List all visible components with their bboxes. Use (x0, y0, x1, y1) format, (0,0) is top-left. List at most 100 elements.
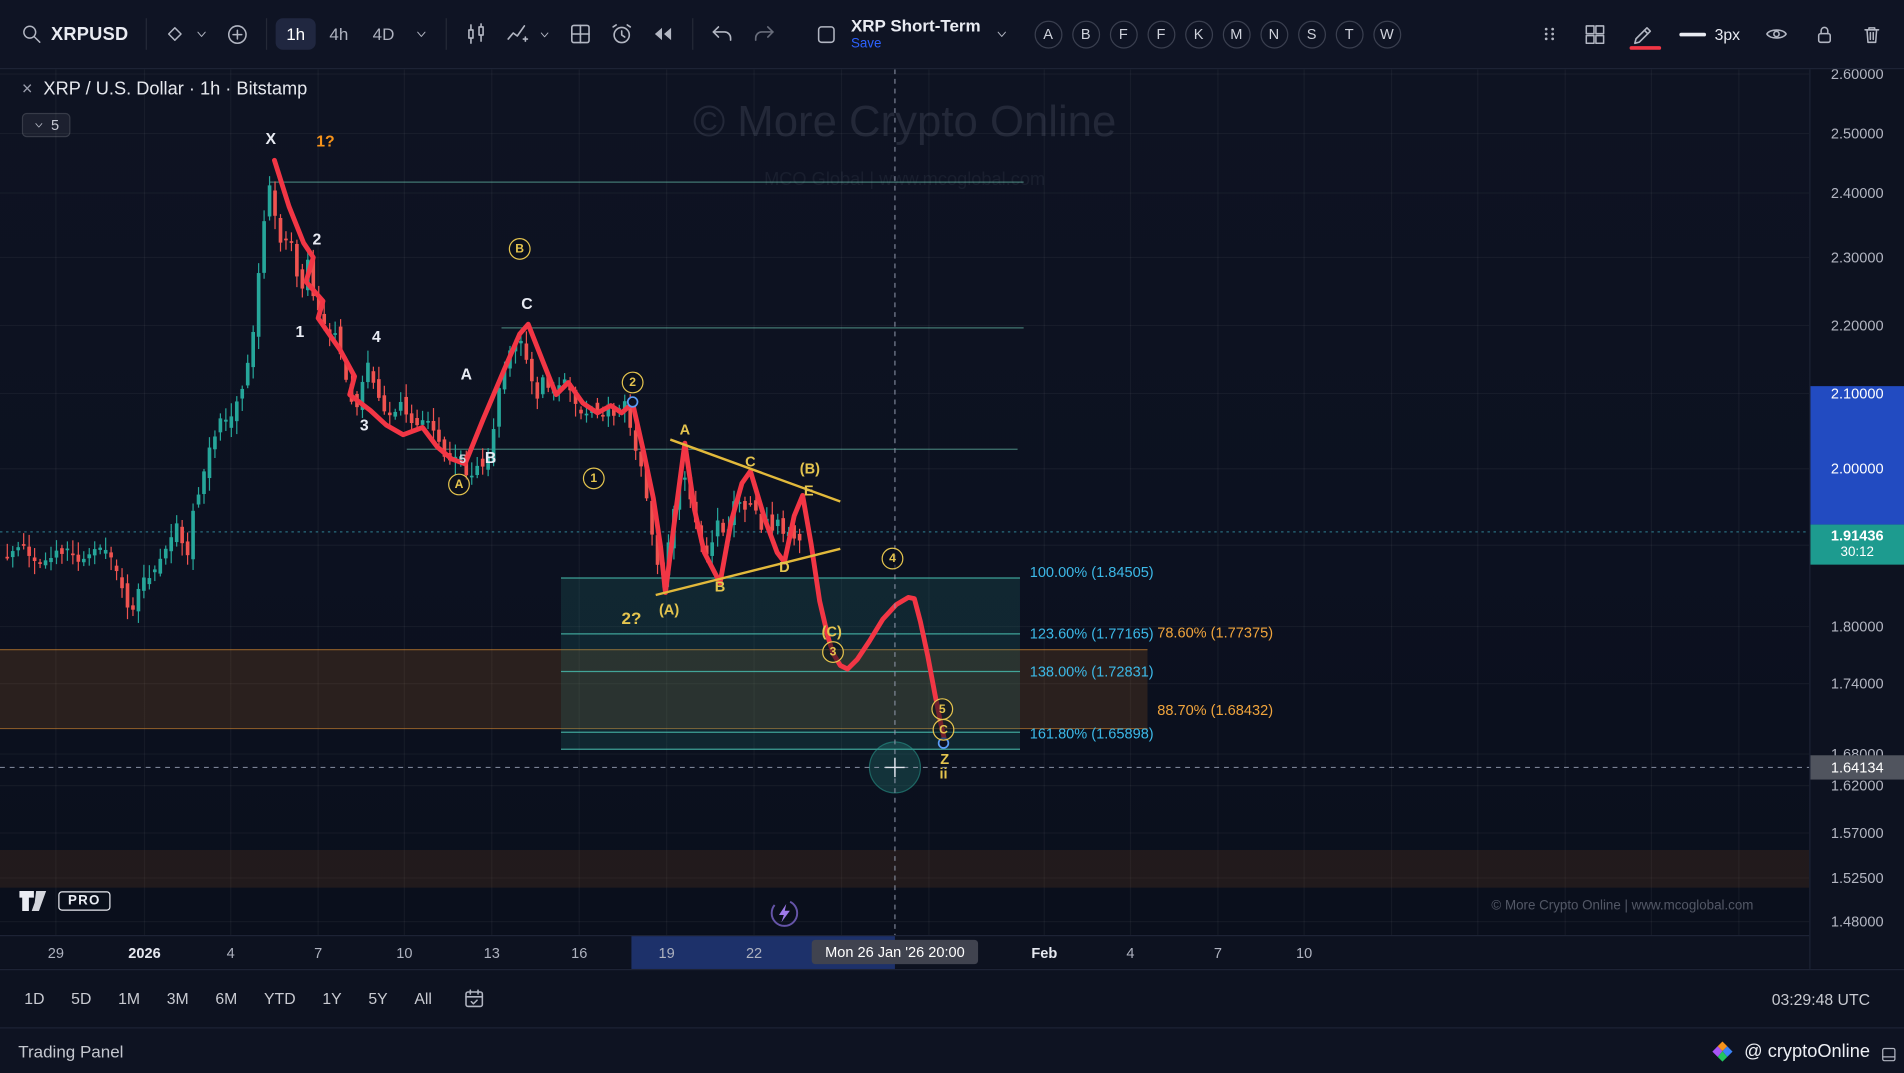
footer-bar: Trading Panel @ cryptoOnline (0, 1027, 1904, 1073)
annotation-letter-k-4[interactable]: K (1185, 20, 1213, 48)
layout-name: XRP Short-Term (851, 17, 981, 35)
price-scale-label: 2.00000 (1810, 460, 1903, 477)
timeframe-4d[interactable]: 4D (362, 18, 406, 50)
price-scale-label: 1.48000 (1810, 913, 1903, 930)
draw-tool-button[interactable] (1622, 16, 1663, 52)
toolbar-right-cluster: 3px (1531, 15, 1892, 54)
symbol-search-button[interactable]: XRPUSD (12, 16, 137, 52)
crosshair-date-tag: Mon 26 Jan '26 20:00 (812, 940, 978, 964)
layout-templates-button[interactable] (560, 15, 601, 54)
compare-add-button[interactable] (217, 15, 257, 53)
layout-dropdown-button[interactable] (986, 19, 1018, 48)
pro-badge: PRO (58, 891, 110, 910)
panel-toggle-button[interactable] (1880, 1045, 1898, 1069)
alert-button[interactable] (601, 15, 642, 54)
calendar-icon (462, 987, 485, 1010)
lock-drawings-button[interactable] (1804, 15, 1844, 53)
chart-canvas[interactable] (0, 69, 1809, 935)
time-axis-label: 7 (314, 944, 322, 961)
toolbar-separator (145, 18, 146, 50)
range-1y[interactable]: 1Y (313, 984, 352, 1014)
redo-button[interactable] (743, 15, 784, 54)
undo-button[interactable] (702, 15, 743, 54)
crosshair-price-tag: 1.64134 (1810, 755, 1903, 779)
price-scale-label: 1.62000 (1810, 777, 1903, 794)
range-6m[interactable]: 6M (206, 984, 247, 1014)
toolbar-separator (266, 18, 267, 50)
close-icon[interactable]: × (22, 79, 33, 100)
price-scale-highlight (1810, 386, 1903, 524)
time-axis-label: 16 (571, 944, 587, 961)
indicators-button[interactable] (496, 15, 559, 54)
range-1d[interactable]: 1D (15, 984, 55, 1014)
timeframe-group: 1h4h4D (275, 18, 405, 50)
annotation-letter-w-9[interactable]: W (1373, 20, 1401, 48)
annotation-letter-s-7[interactable]: S (1298, 20, 1326, 48)
price-scale-label: 2.20000 (1810, 317, 1903, 334)
annotation-letter-a-0[interactable]: A (1034, 20, 1062, 48)
candles-icon (464, 22, 488, 46)
range-all[interactable]: All (405, 984, 442, 1014)
legend-title: XRP / U.S. Dollar · 1h · Bitstamp (43, 79, 307, 100)
layout-templates-icon (568, 22, 592, 46)
drag-handle-button[interactable] (1531, 16, 1567, 52)
price-scale-label: 2.40000 (1810, 185, 1903, 202)
line-width-sample (1679, 32, 1706, 36)
timeframe-dropdown-button[interactable] (405, 19, 437, 48)
tradingview-logo[interactable]: PRO (17, 888, 110, 915)
range-1m[interactable]: 1M (108, 984, 149, 1014)
annotation-letter-m-5[interactable]: M (1222, 20, 1250, 48)
top-toolbar: XRPUSD 1h4h4D (0, 0, 1904, 69)
chart-legend[interactable]: × XRP / U.S. Dollar · 1h · Bitstamp (22, 79, 307, 100)
trash-icon (1860, 22, 1883, 45)
multichart-layout-button[interactable] (1575, 15, 1615, 53)
brand-badge: @ cryptoOnline (1711, 1039, 1870, 1062)
chevron-down-icon (33, 119, 45, 131)
time-axis-label: 29 (48, 944, 64, 961)
clock-utc[interactable]: 03:29:48 UTC (1772, 990, 1870, 1008)
go-to-date-button[interactable] (454, 980, 494, 1018)
hide-drawings-button[interactable] (1756, 15, 1797, 54)
time-axis-label: 10 (396, 944, 412, 961)
brand-label: @ cryptoOnline (1744, 1041, 1870, 1062)
annotation-letter-t-8[interactable]: T (1335, 20, 1363, 48)
diamond-icon (164, 23, 186, 45)
annotation-letter-f-2[interactable]: F (1109, 20, 1137, 48)
chart-style-button[interactable] (455, 15, 496, 54)
line-width-label: 3px (1715, 25, 1740, 43)
range-5y[interactable]: 5Y (359, 984, 398, 1014)
layout-name-block[interactable]: XRP Short-Term Save (851, 17, 981, 51)
time-axis-label: 2026 (128, 944, 160, 961)
watchlist-diamond-button[interactable] (155, 16, 217, 52)
drag-dots-icon (1540, 23, 1559, 45)
range-ytd[interactable]: YTD (254, 984, 305, 1014)
timeframe-1h[interactable]: 1h (275, 18, 316, 50)
price-scale-label: 2.50000 (1810, 125, 1903, 142)
trading-panel-toggle[interactable]: Trading Panel (18, 1041, 123, 1060)
time-axis-label: 7 (1214, 944, 1222, 961)
legend-collapsed-chip[interactable]: 5 (22, 113, 70, 137)
annotation-letter-b-1[interactable]: B (1072, 20, 1100, 48)
time-axis-label: 10 (1296, 944, 1312, 961)
annotation-letter-f-3[interactable]: F (1147, 20, 1175, 48)
price-scale-label: 1.74000 (1810, 675, 1903, 692)
bar-replay-button[interactable] (642, 15, 683, 54)
timeframe-4h[interactable]: 4h (319, 18, 360, 50)
time-axis-label: 13 (484, 944, 500, 961)
time-axis-label: 4 (1126, 944, 1134, 961)
alert-clock-icon (609, 22, 633, 46)
time-axis[interactable]: 292026471013161922Feb4710 Mon 26 Jan '26… (0, 935, 1809, 969)
annotation-letter-n-6[interactable]: N (1260, 20, 1288, 48)
chevron-down-icon (994, 27, 1009, 42)
layout-thumbnail-button[interactable] (806, 15, 846, 53)
eye-icon (1764, 22, 1788, 46)
remove-drawings-button[interactable] (1852, 15, 1892, 53)
flash-icon[interactable] (769, 897, 801, 935)
range-3m[interactable]: 3M (157, 984, 198, 1014)
search-icon (21, 23, 43, 45)
save-layout-link[interactable]: Save (851, 37, 881, 51)
range-5d[interactable]: 5D (61, 984, 101, 1014)
price-scale-label: 2.10000 (1810, 385, 1903, 402)
line-width-button[interactable]: 3px (1671, 18, 1749, 51)
price-scale[interactable]: 2.600002.500002.400002.300002.200002.100… (1809, 69, 1904, 969)
